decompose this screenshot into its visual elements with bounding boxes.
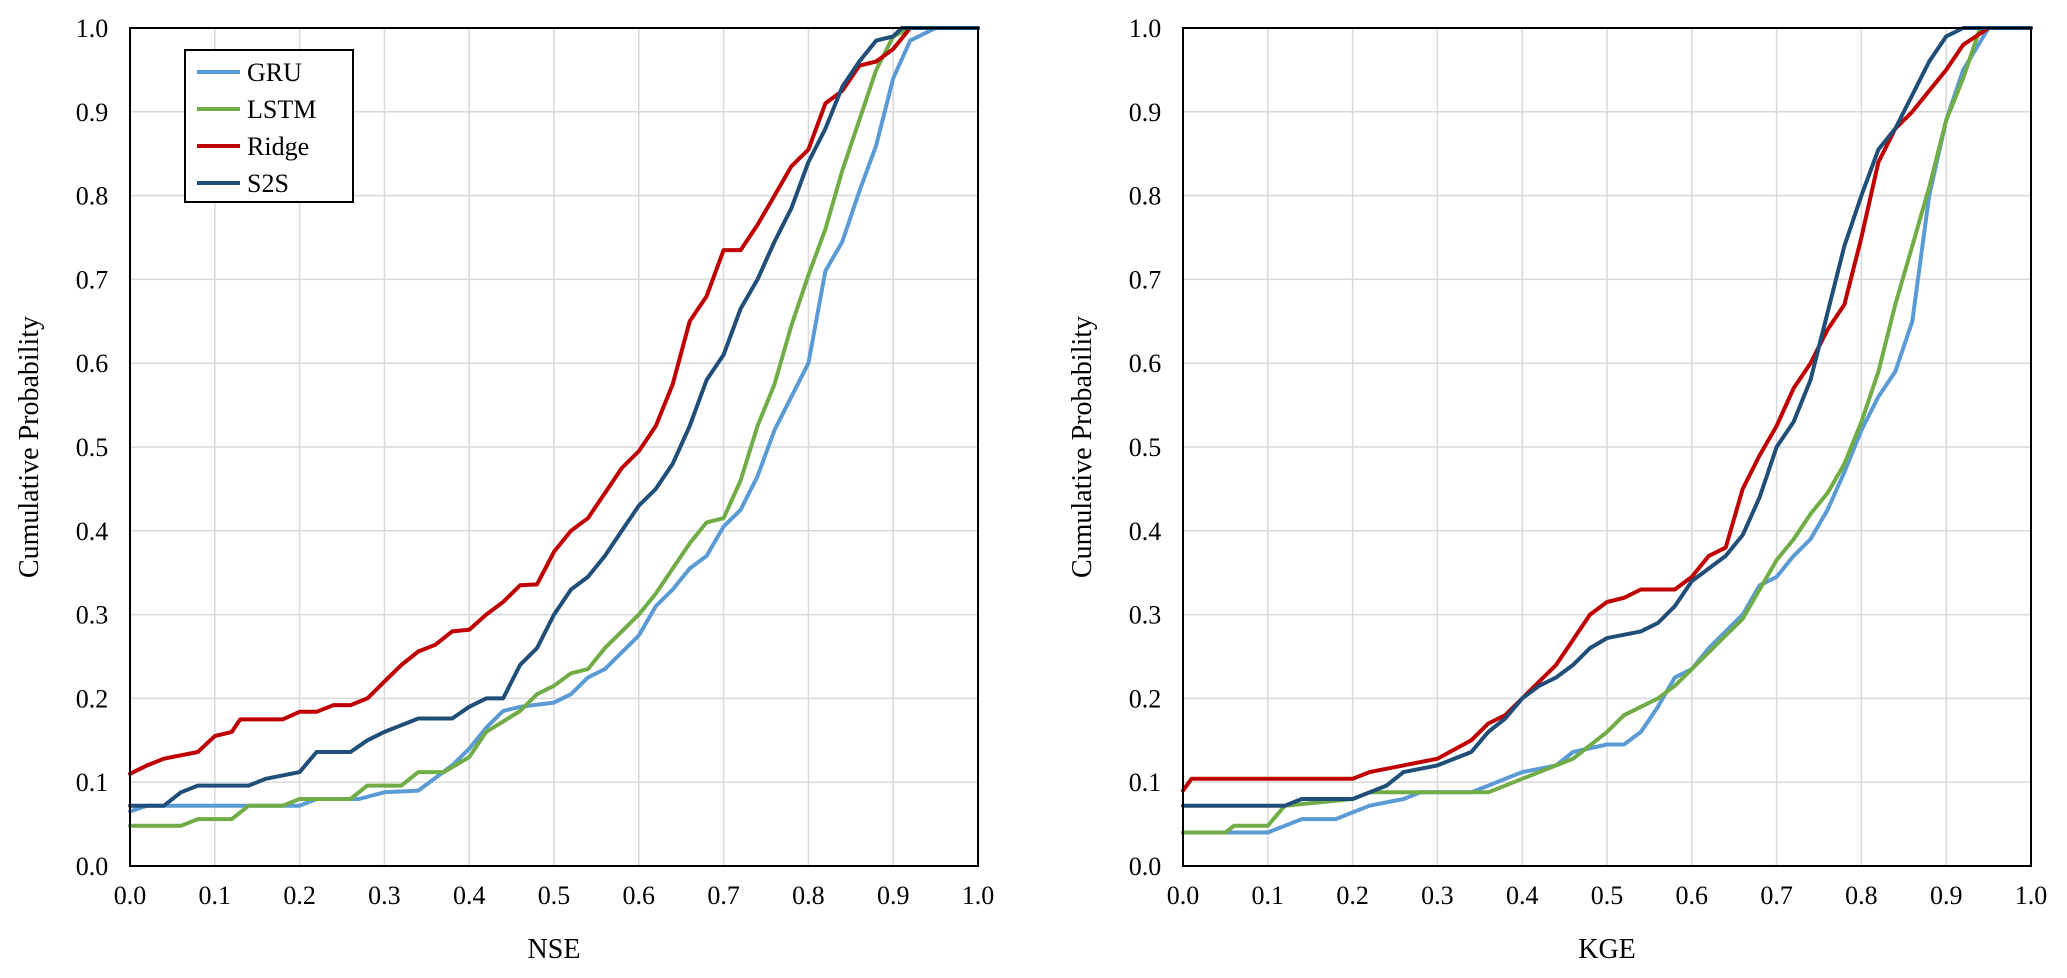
- y-axis-label: Cumulative Probability: [14, 316, 45, 578]
- x-tick-label: 0.6: [1676, 881, 1709, 910]
- x-tick-label: 0.3: [1421, 881, 1454, 910]
- series-line-gru: [128, 26, 980, 814]
- x-tick-label: 0.6: [623, 881, 656, 910]
- x-tick-label: 0.3: [368, 881, 401, 910]
- nse-chart-panel: 0.0 0.1 0.2 0.3 0.4 0.5 0.6 0.7 0.8 0.9 1.0 0.0 0.1 0…: [14, 14, 994, 965]
- x-tick-label: 1.0: [962, 881, 995, 910]
- x-tick-label: 0.1: [1252, 881, 1285, 910]
- y-tick-label: 0.0: [1129, 852, 1162, 881]
- series-line-gru: [1181, 26, 2033, 835]
- legend-box: [184, 49, 354, 203]
- x-tick-label: 0.7: [707, 881, 740, 910]
- y-tick-label: 0.4: [76, 517, 109, 546]
- x-tick-label: 1.0: [2015, 881, 2048, 910]
- y-tick-label: 0.5: [1129, 433, 1162, 462]
- y-tick-label: 0.5: [76, 433, 109, 462]
- x-tick-label: 0.9: [877, 881, 910, 910]
- kge-chart-panel: 0.0 0.1 0.2 0.3 0.4 0.5 0.6 0.7 0.8 0.9 1.0 0.0 0.1 0…: [1067, 14, 2047, 965]
- x-tick-label: 0.0: [114, 881, 147, 910]
- x-tick-label: 0.5: [538, 881, 571, 910]
- series-line-s2s: [128, 26, 980, 808]
- y-tick-label: 0.2: [1129, 684, 1162, 713]
- x-tick-label: 0.9: [1930, 881, 1963, 910]
- legend-label-gru: GRU: [247, 58, 302, 87]
- x-tick-label: 0.1: [199, 881, 232, 910]
- x-tick-label: 0.2: [1336, 881, 1369, 910]
- x-tick-label: 0.5: [1591, 881, 1624, 910]
- legend-label-s2s: S2S: [247, 169, 289, 198]
- y-tick-label: 0.6: [1129, 349, 1162, 378]
- legend-label-ridge: Ridge: [247, 132, 309, 161]
- y-axis-label: Cumulative Probability: [1067, 316, 1098, 578]
- y-tick-label: 0.8: [1129, 182, 1162, 211]
- y-tick-label: 1.0: [76, 14, 109, 43]
- y-tick-label: 0.7: [76, 265, 109, 294]
- x-tick-label: 0.4: [1506, 881, 1539, 910]
- y-tick-label: 0.6: [76, 349, 109, 378]
- x-tick-label: 0.8: [1845, 881, 1878, 910]
- x-tick-label: 0.4: [453, 881, 486, 910]
- y-tick-label: 1.0: [1129, 14, 1162, 43]
- plot-frame: [129, 27, 979, 867]
- y-tick-label: 0.9: [76, 98, 109, 127]
- y-tick-label: 0.8: [76, 182, 109, 211]
- x-axis-label: KGE: [1578, 934, 1636, 965]
- series-line-s2s: [1181, 26, 2033, 808]
- x-tick-label: 0.2: [283, 881, 316, 910]
- series-line-ridge: [128, 26, 980, 776]
- y-tick-label: 0.0: [76, 852, 109, 881]
- x-tick-label: 0.0: [1167, 881, 1200, 910]
- legend: GRU LSTM Ridge S2S: [184, 49, 354, 203]
- y-tick-label: 0.7: [1129, 265, 1162, 294]
- y-tick-label: 0.3: [1129, 601, 1162, 630]
- y-tick-label: 0.4: [1129, 517, 1162, 546]
- y-tick-label: 0.9: [1129, 98, 1162, 127]
- x-tick-label: 0.7: [1760, 881, 1793, 910]
- y-tick-label: 0.1: [76, 768, 109, 797]
- plot-frame: [1182, 27, 2032, 867]
- y-tick-label: 0.3: [76, 601, 109, 630]
- y-tick-label: 0.2: [76, 684, 109, 713]
- legend-label-lstm: LSTM: [247, 95, 316, 124]
- y-tick-label: 0.1: [1129, 768, 1162, 797]
- x-axis-label: NSE: [528, 934, 581, 965]
- series-line-lstm: [128, 26, 980, 828]
- x-tick-label: 0.8: [792, 881, 825, 910]
